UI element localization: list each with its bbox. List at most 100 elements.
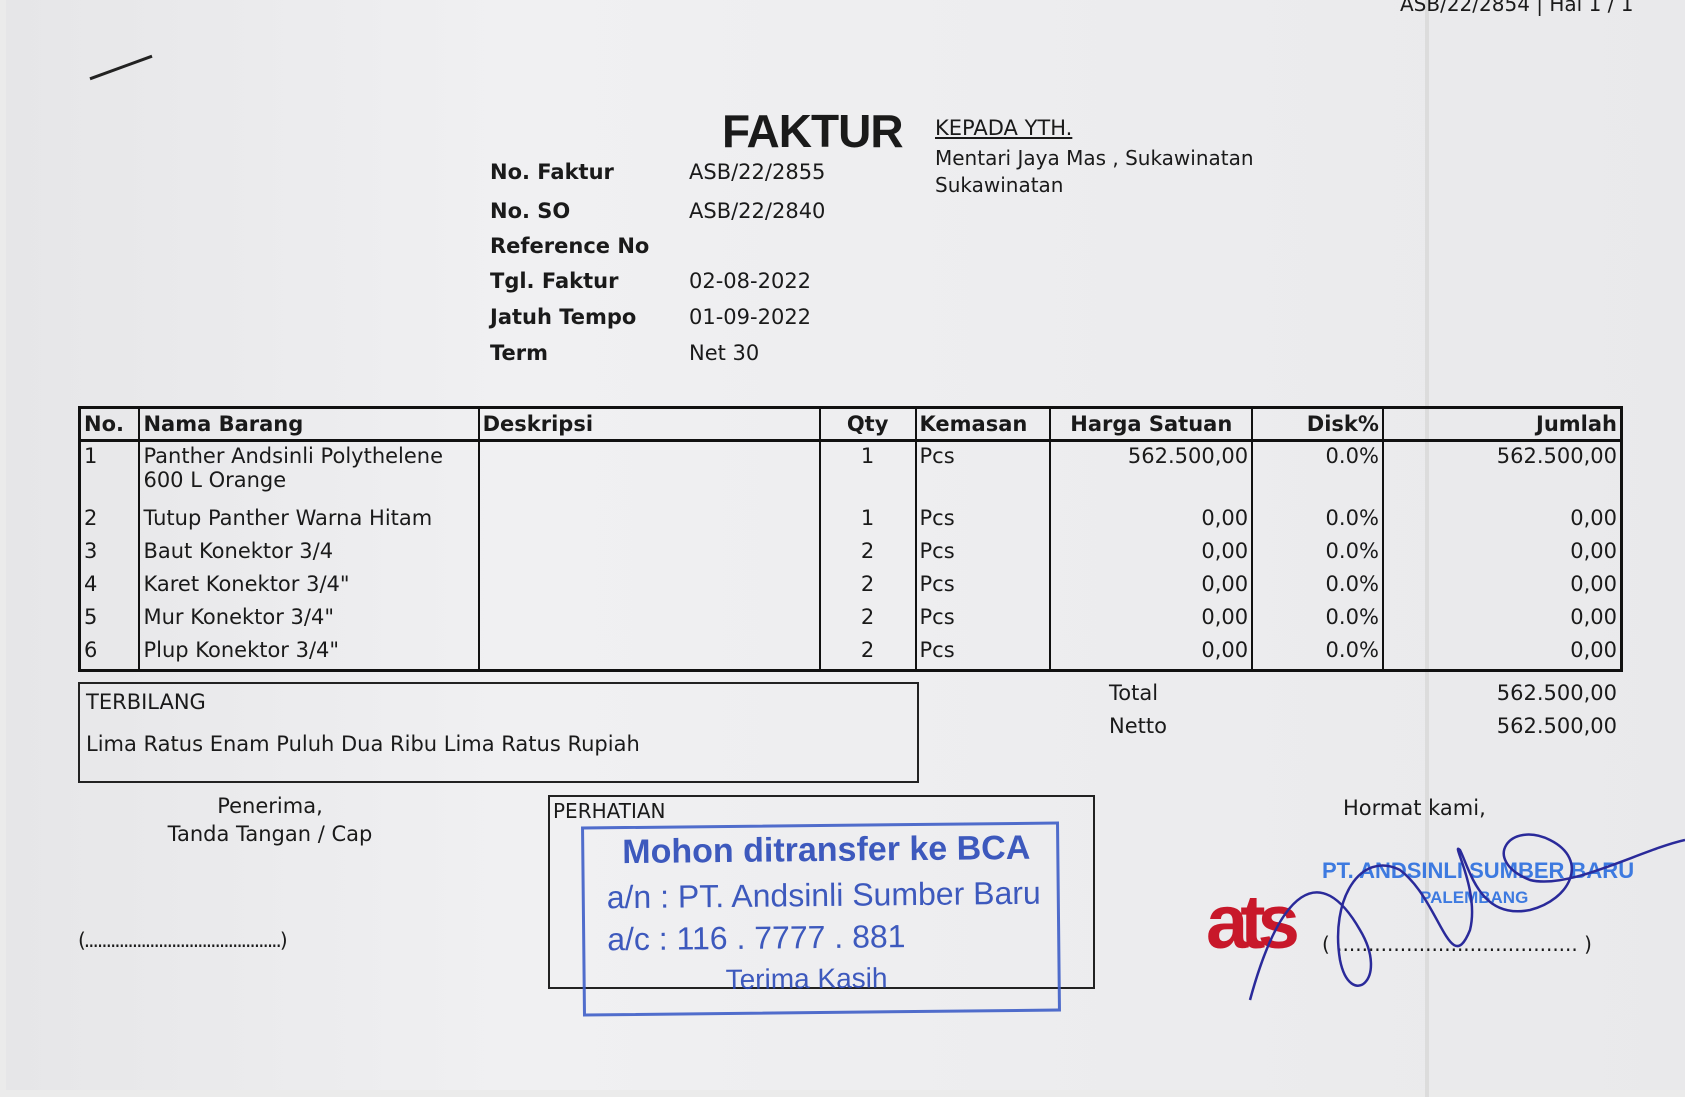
table-cell: 0,00 <box>1049 636 1254 671</box>
table-cell: Baut Konektor 3/4 <box>138 537 480 570</box>
table-cell: 4 <box>78 570 141 603</box>
table-cell: 562.500,00 <box>1381 440 1623 504</box>
table-cell: 0.0% <box>1251 504 1384 537</box>
table-row: 3 Baut Konektor 3/4 2 Pcs 0,00 0.0% 0,00 <box>78 537 1623 570</box>
total-value: 562.500,00 <box>1496 681 1617 705</box>
table-cell: 1 <box>78 440 141 504</box>
info-label: Jatuh Tempo <box>490 305 637 329</box>
table-cell: 562.500,00 <box>1049 440 1254 504</box>
column-header: Deskripsi <box>477 406 821 442</box>
column-header: Nama Barang <box>138 406 480 442</box>
table-cell: 0,00 <box>1381 636 1623 671</box>
document-title: FAKTUR <box>722 105 904 157</box>
column-header: Jumlah <box>1381 406 1623 442</box>
stamp-line-1: Mohon ditransfer ke BCA <box>622 828 1031 872</box>
closing-text: Hormat kami, <box>1343 796 1486 820</box>
info-value: ASB/22/2855 <box>689 160 826 184</box>
stamp-line-2: a/n : PT. Andsinli Sumber Baru <box>606 874 1041 916</box>
table-cell: 0.0% <box>1251 603 1384 636</box>
items-table: No. Nama Barang Deskripsi Qty Kemasan Harga S… <box>78 406 1623 672</box>
table-cell: Pcs <box>914 440 1052 504</box>
table-cell <box>477 537 821 570</box>
table-row: 1 Panther Andsinli Polythelene 600 L Oran… <box>78 440 1623 504</box>
table-cell: 0,00 <box>1381 570 1623 603</box>
table-cell: 0,00 <box>1381 603 1623 636</box>
notice-label: PERHATIAN <box>553 799 666 823</box>
table-row: 4 Karet Konektor 3/4" 2 Pcs 0,00 0.0% 0,00 <box>78 570 1623 603</box>
table-cell: Karet Konektor 3/4" <box>138 570 480 603</box>
netto-value: 562.500,00 <box>1496 714 1617 738</box>
table-cell: 1 <box>818 504 917 537</box>
table-cell: 5 <box>78 603 141 636</box>
info-label: Term <box>490 341 549 365</box>
table-cell <box>477 603 821 636</box>
receiver-signature-label: Tanda Tangan / Cap <box>167 822 373 846</box>
column-header: Disk% <box>1251 406 1384 442</box>
table-cell: 6 <box>78 636 141 671</box>
table-cell: 1 <box>818 440 917 504</box>
company-stamp-city: PALEMBANG <box>1420 888 1529 907</box>
table-cell: Pcs <box>914 603 1052 636</box>
stamp-line-3: a/c : 116 . 7777 . 881 <box>607 918 906 958</box>
recipient-address: Sukawinatan <box>935 173 1064 197</box>
receiver-label: Penerima, <box>217 794 323 818</box>
info-value: 01-09-2022 <box>689 305 812 329</box>
table-cell: 3 <box>78 537 141 570</box>
signature <box>1248 833 1685 1001</box>
table-cell: 0.0% <box>1251 440 1384 504</box>
table-cell: 2 <box>818 636 917 671</box>
netto-label: Netto <box>1109 714 1167 738</box>
page-reference: ASB/22/2854 | Hal 1 / 1 <box>1400 0 1634 16</box>
table-cell <box>477 440 821 504</box>
table-body: 1 Panther Andsinli Polythelene 600 L Oran… <box>78 440 1623 671</box>
total-label: Total <box>1109 681 1159 705</box>
table-cell: 0.0% <box>1251 570 1384 603</box>
table-cell: 0.0% <box>1251 636 1384 671</box>
stamp-line-4: Terima Kasih <box>725 962 888 996</box>
info-value: 02-08-2022 <box>689 269 812 293</box>
column-header: Qty <box>818 406 917 442</box>
table-cell: 0,00 <box>1049 603 1254 636</box>
info-label: Reference No <box>490 234 650 258</box>
info-label: No. SO <box>490 199 571 223</box>
table-cell: Pcs <box>914 636 1052 671</box>
table-cell: 0,00 <box>1049 537 1254 570</box>
table-cell <box>477 504 821 537</box>
recipient-name: Mentari Jaya Mas , Sukawinatan <box>935 146 1254 170</box>
table-cell: Plup Konektor 3/4" <box>138 636 480 671</box>
company-stamp-name: PT. ANDSINLI SUMBER BARU <box>1322 858 1635 883</box>
table-cell: Tutup Panther Warna Hitam <box>138 504 480 537</box>
table-cell: Pcs <box>914 570 1052 603</box>
info-label: Tgl. Faktur <box>490 269 619 293</box>
table-row: 2 Tutup Panther Warna Hitam 1 Pcs 0,00 0.0% 0,… <box>78 504 1623 537</box>
terbilang-label: TERBILANG <box>86 690 206 714</box>
table-cell: 0,00 <box>1381 537 1623 570</box>
terbilang-text: Lima Ratus Enam Puluh Dua Ribu Lima Ratu… <box>86 732 640 756</box>
table-cell: Pcs <box>914 537 1052 570</box>
table-cell: Pcs <box>914 504 1052 537</box>
company-logo: ats <box>1206 880 1300 965</box>
table-header: No. Nama Barang Deskripsi Qty Kemasan Harga S… <box>78 406 1623 442</box>
column-header: Kemasan <box>914 406 1052 442</box>
table-cell: Panther Andsinli Polythelene 600 L Orang… <box>138 440 480 504</box>
recipient-label: KEPADA YTH. <box>935 116 1073 140</box>
table-cell: 2 <box>818 537 917 570</box>
terbilang-box: TERBILANG Lima Ratus Enam Puluh Dua Ribu… <box>78 682 919 783</box>
info-label: No. Faktur <box>490 160 614 184</box>
table-row: 5 Mur Konektor 3/4" 2 Pcs 0,00 0.0% 0,00 <box>78 603 1623 636</box>
column-header: No. <box>78 406 141 442</box>
table-cell: 2 <box>78 504 141 537</box>
column-header: Harga Satuan <box>1049 406 1254 442</box>
receiver-signature-line: (.......................................… <box>78 928 288 952</box>
table-cell: 0,00 <box>1049 504 1254 537</box>
info-value: Net 30 <box>689 341 760 365</box>
table-cell: Mur Konektor 3/4" <box>138 603 480 636</box>
table-cell <box>477 636 821 671</box>
table-cell: 0,00 <box>1049 570 1254 603</box>
transfer-stamp: Mohon ditransfer ke BCA a/n : PT. Andsin… <box>581 821 1061 1017</box>
notice-box: PERHATIAN <box>548 795 1095 989</box>
table-cell: 2 <box>818 570 917 603</box>
table-cell <box>477 570 821 603</box>
table-row: 6 Plup Konektor 3/4" 2 Pcs 0,00 0.0% 0,00 <box>78 636 1623 671</box>
table-cell: 2 <box>818 603 917 636</box>
